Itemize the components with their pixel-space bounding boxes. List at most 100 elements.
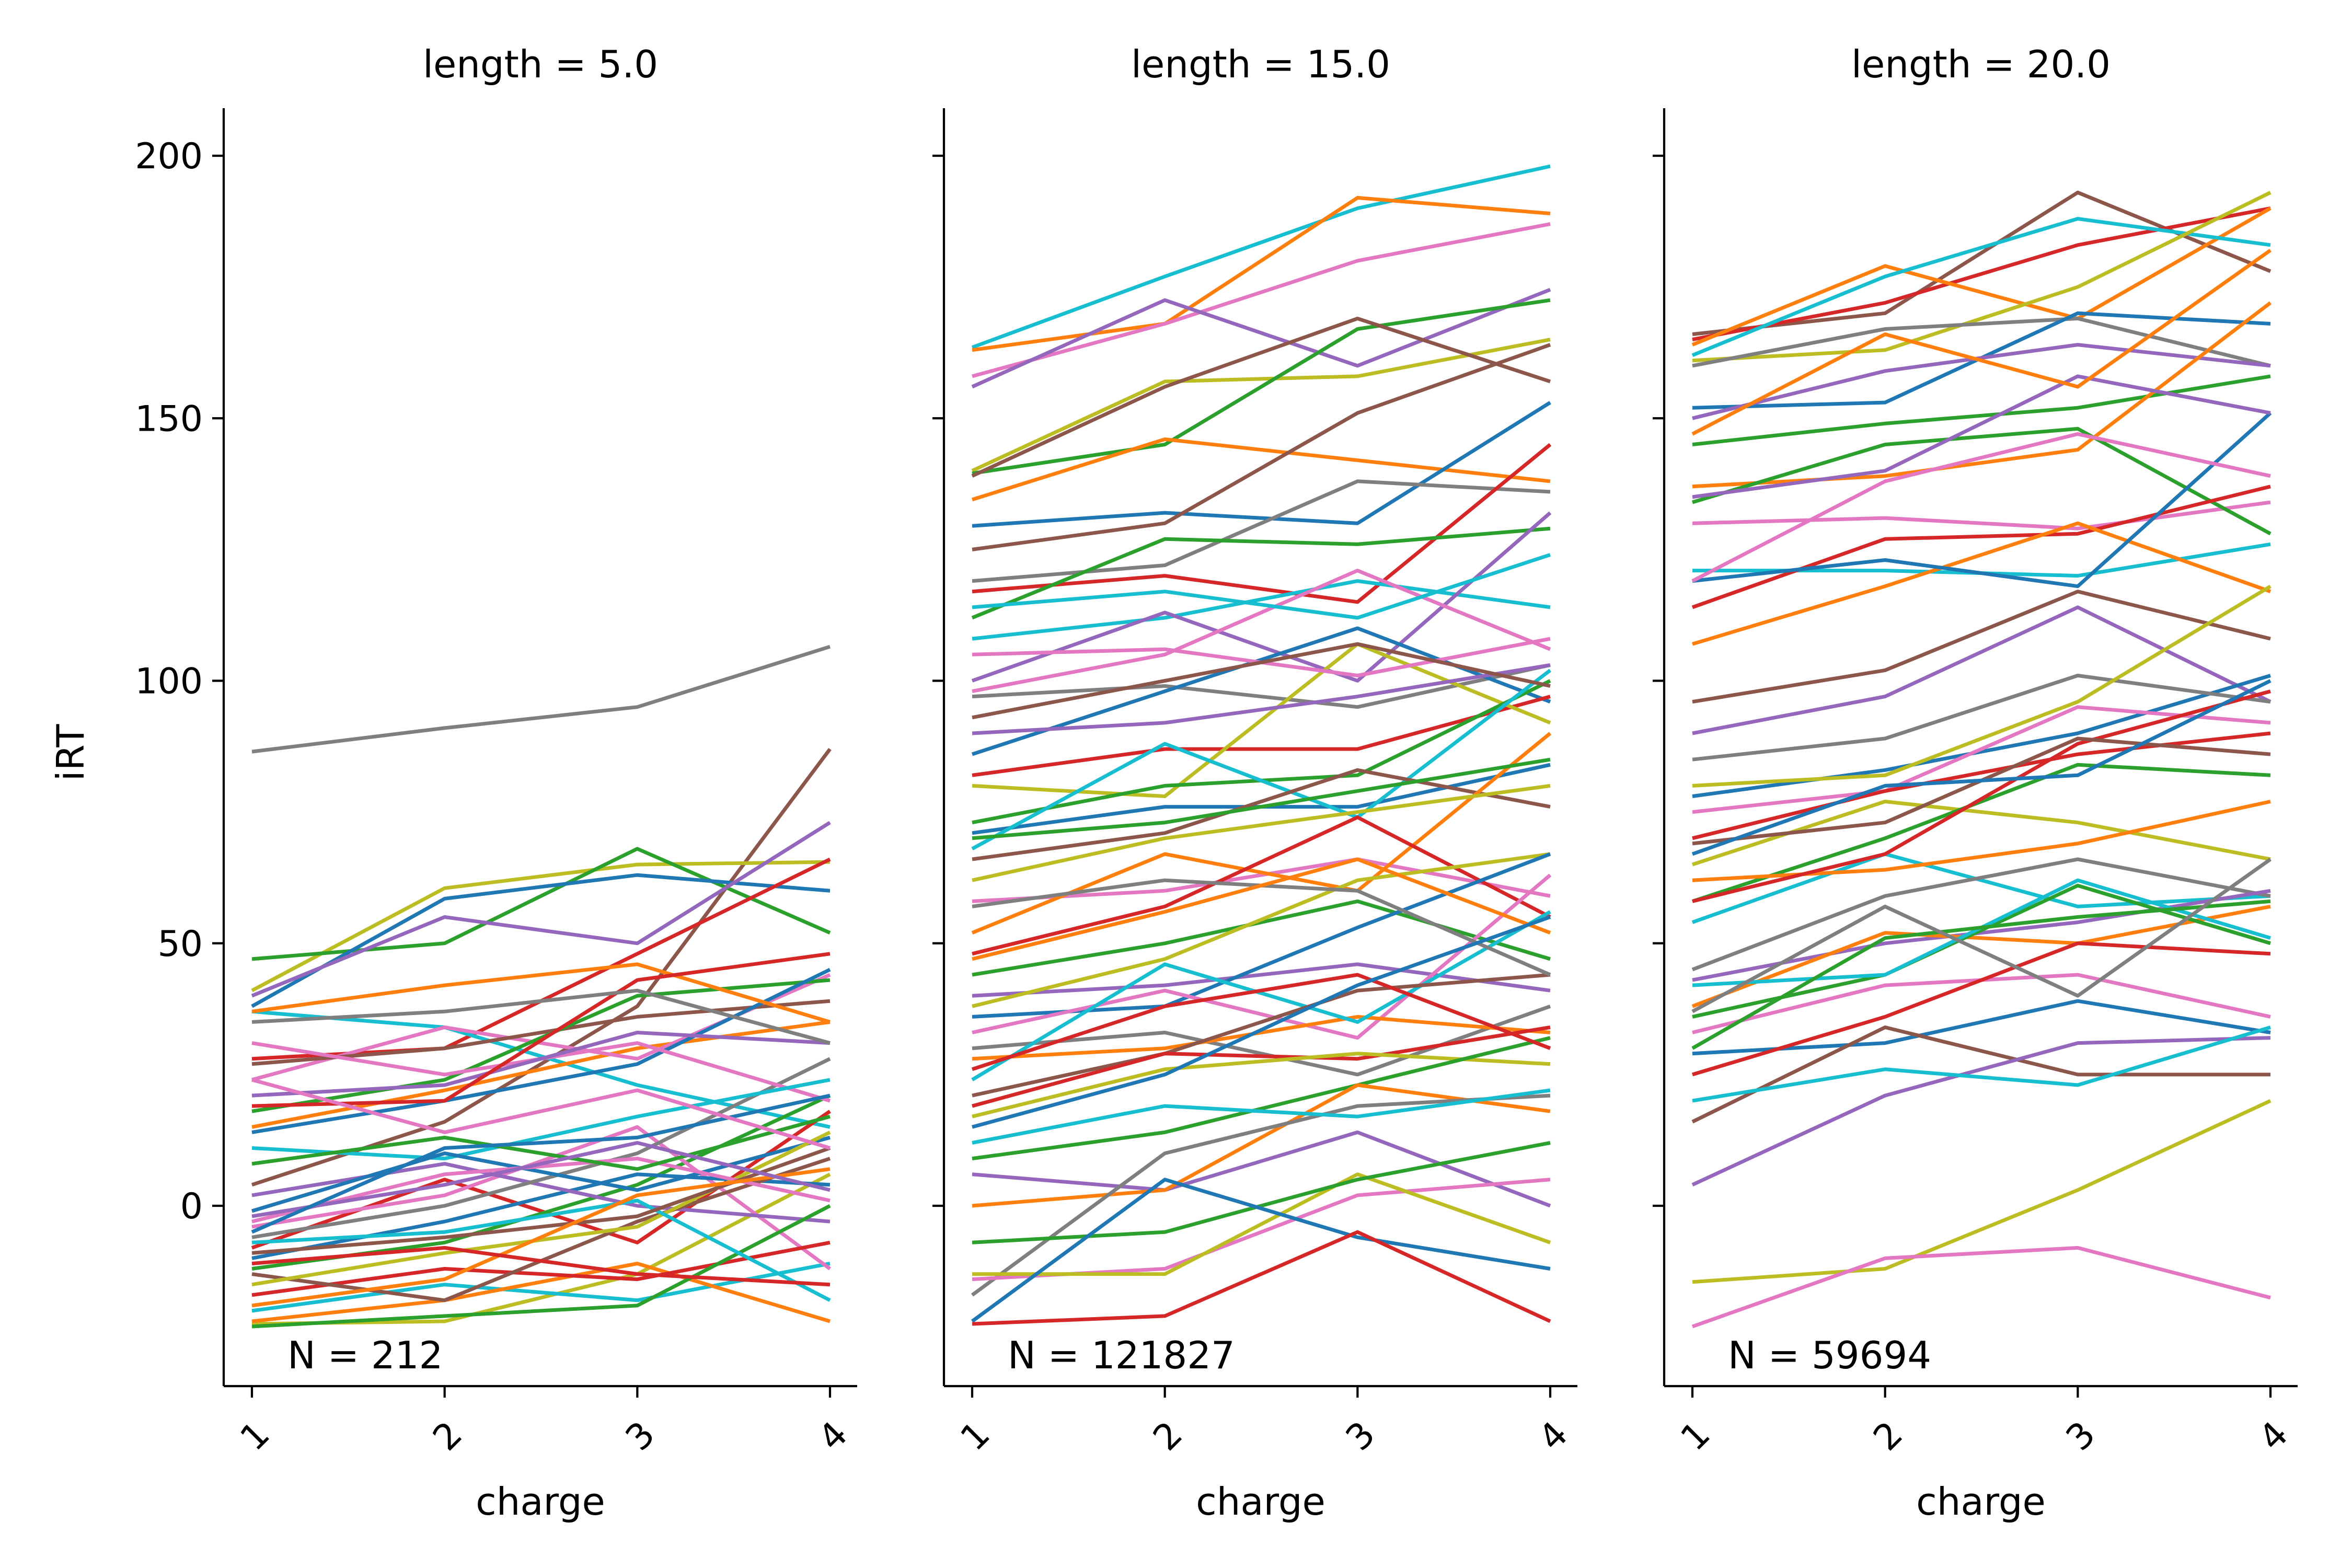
panel-3-series-line-30 (1691, 1036, 2271, 1186)
panel-3-series-line-46 (1691, 858, 2272, 1013)
panel-2-x-tick-label-1: 1 (953, 1414, 998, 1459)
panel-3-series-line-39 (1691, 432, 2271, 583)
panel-2-series-line-24 (972, 768, 1551, 861)
panel-2-series-line-41 (972, 1083, 1551, 1208)
y-tick-label-150: 150 (135, 398, 203, 440)
panel-1-series-line-28 (251, 962, 831, 1024)
panel-1-n-label: N = 212 (287, 1333, 443, 1377)
panel-3-series-line-26 (1691, 904, 2271, 1008)
panel-2-series-line-1 (971, 164, 1551, 349)
panel-1-series-line-35 (251, 1198, 831, 1302)
panel-1-series-line-17 (251, 1262, 831, 1313)
panel-3-series-line-32 (1692, 1099, 2272, 1284)
panel-1-series-line-18 (251, 1125, 832, 1271)
panel-3-series-line-17 (1692, 590, 2271, 704)
panel-1-x-tick-label-3: 3 (618, 1414, 663, 1459)
panel-2-series-line-28 (972, 899, 1551, 977)
panel-3-series-line-20 (1692, 731, 2271, 840)
panel-1-series-line-42 (251, 1078, 831, 1150)
panel-1-title: length = 5.0 (423, 42, 658, 86)
panel-2-title: length = 15.0 (1131, 42, 1390, 86)
panel-1-series-line-37 (251, 988, 831, 1045)
panel-1-series-line-41 (251, 1246, 831, 1287)
panel-2-x-tick-label-2: 2 (1146, 1414, 1191, 1459)
panel-2-series-line-11 (972, 479, 1551, 583)
panel-1-x-tick-label-2: 2 (425, 1414, 470, 1459)
panel-3-series-line-47 (1691, 248, 2272, 436)
panel-1-x-tick-label-4: 4 (811, 1414, 856, 1459)
panel-3-series-line-19 (1692, 705, 2271, 814)
panel-1-series-line-22 (251, 1240, 831, 1297)
panel-2-series-line-8 (971, 437, 1551, 502)
panel-2-series-line-15 (971, 511, 1552, 683)
panel-1-series-line-14 (251, 1110, 831, 1250)
panel-3-series-line-8 (1692, 343, 2271, 420)
panel-3-series-line-41 (1692, 689, 2271, 903)
panel-1-series-line-1 (251, 644, 831, 754)
panel-1: length = 5.0 0 50 100 150 200 1 2 3 4 N = 212 ch… (135, 42, 857, 1524)
panel-3-series-line-33 (1691, 1246, 2271, 1329)
panel-3-series-line-36 (1692, 674, 2271, 762)
panel-2-series-line-2 (972, 195, 1551, 352)
panel-3-series-line-15 (1691, 521, 2272, 646)
panel-1-series-line-27 (251, 1078, 831, 1161)
panel-3-title: length = 20.0 (1851, 42, 2111, 86)
panel-1-series-line-23 (251, 1057, 831, 1239)
panel-2-series-line-4 (971, 287, 1551, 389)
panel-2-series-line-37 (972, 1025, 1551, 1108)
panel-1-series-line-11 (251, 999, 831, 1066)
panel-3-series-line-25 (1692, 889, 2271, 982)
panel-3-n-label: N = 59694 (1728, 1333, 1931, 1377)
panel-3-series-line-11 (1692, 500, 2271, 531)
panel-3-series-line-12 (1691, 426, 2272, 536)
panel-3-series-line-44 (1691, 899, 2271, 1050)
panel-2-series-line-35 (971, 910, 1551, 1081)
panel-3-series-line-29 (1691, 1025, 2270, 1124)
panel-2-series-line-51 (972, 663, 1551, 735)
panel-3-series-line-14 (1691, 485, 2271, 609)
panel-2-series-line-30 (972, 852, 1551, 1008)
panel-2-x-tick-label-3: 3 (1338, 1414, 1383, 1459)
panel-3-series-line-23 (1691, 852, 2271, 924)
panel-3-series-line-48 (1691, 679, 2272, 856)
panel-3-x-tick-label-4: 4 (2251, 1414, 2296, 1459)
panel-3-x-axis-label: charge (1916, 1480, 2046, 1524)
panel-1-series-line-38 (251, 1167, 831, 1308)
panel-3: length = 20.0 1 2 3 4 N = 59694 charge (1653, 42, 2298, 1524)
panel-1-series-line-39 (251, 1141, 831, 1218)
panel-2-x-axis-label: charge (1196, 1480, 1325, 1524)
panel-2-series-line-38 (972, 1052, 1551, 1119)
panel-3-series-line-18 (1692, 674, 2272, 798)
panel-2-series-line-10 (972, 343, 1551, 551)
panel-2: length = 15.0 1 2 3 4 N = 121827 charge (932, 42, 1577, 1524)
panel-2-series-line-16 (972, 569, 1551, 694)
panel-3-series-line-45 (1692, 374, 2271, 499)
panel-2-series-line-9 (972, 401, 1551, 528)
y-tick-label-100: 100 (135, 661, 203, 702)
panel-3-series-line-22 (1691, 763, 2271, 903)
panel-2-series-line-39 (972, 1036, 1551, 1161)
panel-2-series-line-36 (972, 973, 1551, 1098)
panel-2-series-line-40 (972, 1130, 1551, 1208)
panel-3-series-line-34 (1691, 941, 2271, 1077)
panel-2-series-line-6 (972, 298, 1551, 476)
panel-3-series-line-37 (1692, 800, 2271, 882)
panel-2-series-line-57 (972, 642, 1551, 720)
panel-2-series-line-48 (972, 1088, 1551, 1145)
panel-2-series-line-53 (972, 757, 1551, 840)
panel-2-x-tick-label-4: 4 (1531, 1414, 1576, 1459)
panel-2-series-line-20 (972, 642, 1551, 798)
panel-3-series-line-40 (1692, 584, 2272, 788)
panel-2-series-line-34 (972, 1014, 1551, 1061)
panel-1-series-line-31 (251, 952, 831, 1108)
panel-3-series-line-16 (1692, 605, 2272, 735)
panel-2-series-line-45 (972, 1141, 1551, 1244)
y-axis-label: iRT (49, 724, 93, 781)
panel-2-series-line-32 (972, 873, 1552, 1040)
panel-2-series-line-42 (971, 1093, 1551, 1297)
panel-2-series-line-55 (972, 553, 1551, 620)
panel-1-series-line-20 (251, 1262, 831, 1323)
panel-1-series-line-33 (251, 1157, 831, 1224)
panel-3-series-line-6 (1692, 316, 2271, 368)
